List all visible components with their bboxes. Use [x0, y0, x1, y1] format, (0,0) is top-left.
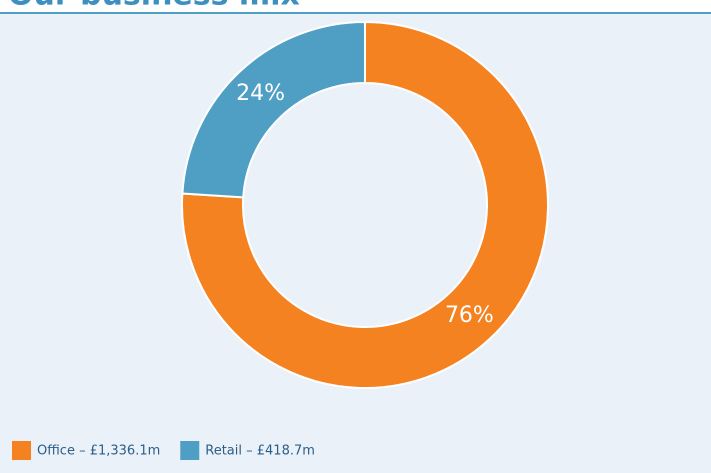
legend-swatch: [12, 441, 31, 460]
legend-label: Retail – £418.7m: [205, 444, 315, 459]
donut-slice: [181, 20, 549, 389]
donut-slice: [181, 20, 366, 199]
chart-title: Our business mix: [8, 0, 300, 13]
legend-label: Office – £1,336.1m: [37, 444, 160, 459]
slice-label: 76%: [445, 303, 494, 328]
slice-label: 24%: [236, 81, 285, 106]
panel-background: [0, 14, 711, 473]
legend-swatch: [180, 441, 200, 460]
